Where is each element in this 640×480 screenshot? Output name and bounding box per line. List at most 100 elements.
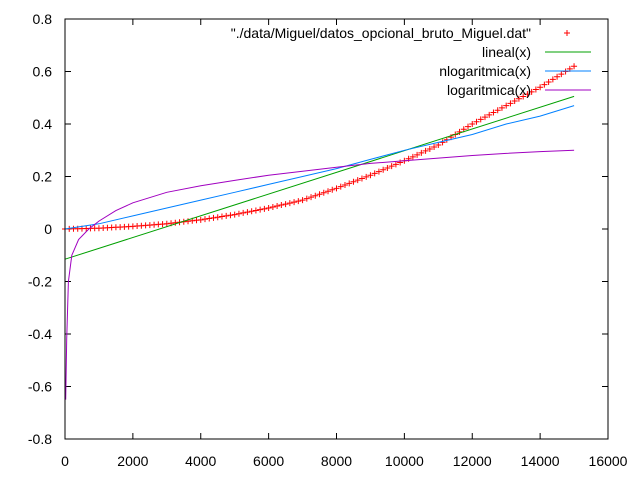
data-point (541, 81, 548, 88)
series-line (65, 149, 575, 400)
data-point (261, 205, 268, 212)
data-point (358, 175, 365, 182)
legend-label: lineal(x) (482, 44, 531, 60)
data-point (384, 164, 391, 171)
data-point (409, 153, 416, 160)
x-tick-label: 8000 (321, 453, 352, 469)
y-tick-label: 0.2 (33, 169, 53, 185)
data-point (418, 149, 425, 156)
y-tick-label: -0.2 (28, 274, 52, 290)
data-point (214, 214, 221, 221)
data-point (206, 215, 213, 222)
data-point (431, 143, 438, 150)
data-point (537, 84, 544, 91)
data-point (486, 111, 493, 118)
data-point (392, 161, 399, 168)
data-point (571, 63, 578, 70)
data-point (367, 172, 374, 179)
data-point (227, 212, 234, 219)
series-line (64, 105, 575, 230)
data-point (422, 147, 429, 154)
data-point (558, 71, 565, 78)
data-point (469, 121, 476, 127)
data-point (235, 210, 242, 217)
data-point (554, 73, 561, 80)
data-point (465, 123, 472, 130)
data-point (426, 145, 433, 152)
data-point (329, 186, 336, 193)
data-point (320, 189, 327, 196)
data-point (252, 207, 259, 214)
data-point (346, 180, 353, 187)
data-point (308, 194, 315, 201)
data-point (295, 198, 302, 205)
data-point (312, 192, 319, 199)
x-tick-label: 0 (61, 453, 69, 469)
data-point (265, 205, 272, 211)
data-point (520, 93, 527, 100)
data-point (244, 209, 251, 216)
data-point (503, 102, 510, 109)
data-point (303, 195, 310, 202)
legend-label: logaritmica(x) (447, 82, 531, 98)
data-point (524, 91, 531, 98)
data-point (197, 216, 204, 223)
data-point (481, 114, 488, 121)
data-point (371, 170, 378, 177)
y-tick-label: 0.8 (33, 11, 53, 27)
series-line (64, 95, 575, 260)
y-tick-label: -0.6 (28, 379, 52, 395)
y-tick-label: -0.4 (28, 326, 52, 342)
data-point (286, 200, 293, 207)
y-tick-label: 0.4 (33, 116, 53, 132)
data-point (201, 216, 208, 223)
x-tick-label: 16000 (589, 453, 628, 469)
data-point (240, 209, 247, 216)
legend-marker (564, 30, 570, 36)
data-point (223, 212, 230, 219)
data-point (325, 188, 332, 195)
data-point (316, 191, 323, 198)
data-point (545, 79, 552, 85)
data-point (278, 202, 285, 209)
data-point (337, 183, 344, 190)
legend-label: "./data/Miguel/datos_opcional_bruto_Migu… (231, 25, 531, 41)
data-point (282, 201, 289, 208)
data-point (507, 100, 514, 107)
data-point (498, 104, 505, 111)
x-tick-label: 12000 (453, 453, 492, 469)
data-point (341, 182, 348, 189)
x-tick-label: 6000 (253, 453, 284, 469)
data-point (375, 168, 382, 175)
data-point (532, 86, 539, 93)
data-point (380, 166, 387, 173)
data-point (274, 203, 281, 210)
data-point (473, 118, 480, 125)
data-point (549, 76, 556, 83)
data-point (363, 173, 370, 180)
x-tick-label: 4000 (185, 453, 216, 469)
data-point (494, 107, 501, 114)
x-tick-label: 2000 (117, 453, 148, 469)
legend-label: nlogaritmica(x) (439, 63, 531, 79)
plot-frame (64, 18, 609, 440)
data-point (350, 178, 357, 185)
data-point (257, 206, 264, 213)
data-point (511, 98, 518, 105)
data-point (388, 163, 395, 170)
x-tick-label: 14000 (521, 453, 560, 469)
y-tick-label: 0 (44, 221, 52, 237)
y-tick-label: 0.6 (33, 64, 53, 80)
data-point (515, 95, 522, 102)
data-point (218, 213, 225, 220)
data-point (291, 199, 298, 206)
data-point (333, 185, 340, 192)
x-tick-label: 10000 (385, 453, 424, 469)
data-point (269, 204, 276, 211)
data-point (528, 88, 535, 95)
y-tick-label: -0.8 (28, 431, 52, 447)
data-point (231, 211, 238, 218)
data-point (354, 177, 361, 184)
data-point (210, 214, 217, 221)
